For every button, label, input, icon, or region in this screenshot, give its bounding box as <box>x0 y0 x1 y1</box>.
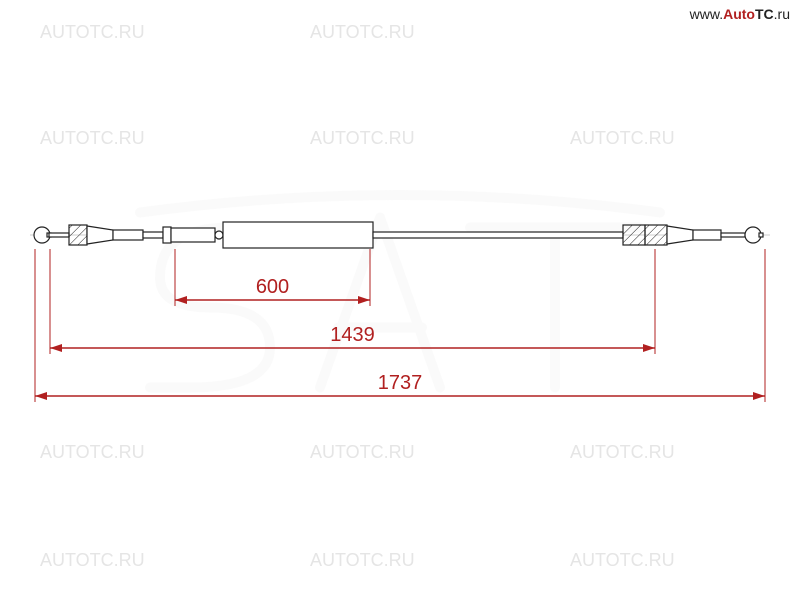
part-body <box>30 222 770 248</box>
dim-1737-label: 1737 <box>370 372 430 395</box>
technical-drawing <box>0 0 800 600</box>
dim-600-label: 600 <box>243 276 303 299</box>
dim-1439-label: 1439 <box>323 324 383 347</box>
